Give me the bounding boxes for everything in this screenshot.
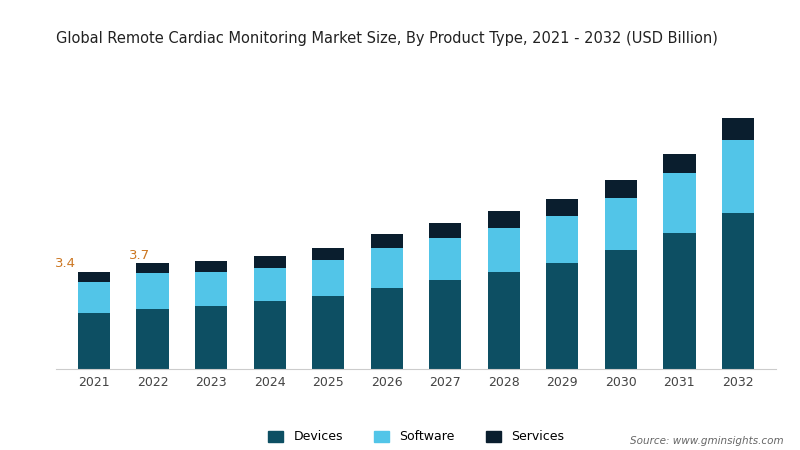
Text: 3.7: 3.7 [129, 248, 150, 261]
Bar [663, 233, 695, 369]
Bar [78, 272, 110, 282]
Bar [137, 263, 169, 273]
Bar [605, 251, 637, 369]
Bar [663, 173, 695, 233]
Bar [195, 272, 227, 306]
Text: 3.4: 3.4 [55, 257, 77, 270]
Bar [78, 313, 110, 369]
Bar [370, 288, 403, 369]
Bar [254, 268, 286, 301]
Bar [195, 306, 227, 369]
Bar [663, 154, 695, 173]
Bar [429, 280, 462, 369]
Bar [312, 296, 344, 369]
Bar [370, 248, 403, 288]
Bar [546, 199, 578, 216]
Legend: Devices, Software, Services: Devices, Software, Services [263, 425, 569, 449]
Bar [488, 212, 520, 228]
Bar [137, 273, 169, 309]
Bar [370, 234, 403, 248]
Bar [429, 238, 462, 280]
Bar [722, 213, 754, 369]
Bar [546, 263, 578, 369]
Bar [429, 223, 462, 238]
Bar [605, 180, 637, 198]
Bar [312, 261, 344, 296]
Bar [254, 301, 286, 369]
Bar [488, 272, 520, 369]
Bar [546, 216, 578, 263]
Bar [254, 256, 286, 268]
Bar [722, 140, 754, 213]
Bar [78, 282, 110, 313]
Bar [722, 118, 754, 140]
Bar [605, 198, 637, 251]
Bar [312, 248, 344, 261]
Bar [488, 228, 520, 272]
Bar [137, 309, 169, 369]
Text: Source: www.gminsights.com: Source: www.gminsights.com [630, 436, 784, 446]
Bar [195, 261, 227, 272]
Text: Global Remote Cardiac Monitoring Market Size, By Product Type, 2021 - 2032 (USD : Global Remote Cardiac Monitoring Market … [56, 32, 718, 46]
